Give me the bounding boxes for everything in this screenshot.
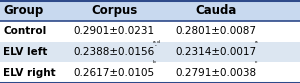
Text: Group: Group [3, 4, 43, 17]
Text: ELV right: ELV right [3, 68, 56, 78]
Text: 0.2314±0.0017: 0.2314±0.0017 [176, 47, 256, 57]
Text: Corpus: Corpus [91, 4, 137, 17]
FancyBboxPatch shape [0, 21, 300, 42]
Text: ᵃ․ᵈ: ᵃ․ᵈ [153, 41, 161, 47]
Text: ᵇ: ᵇ [153, 61, 156, 67]
Text: 0.2617±0.0105: 0.2617±0.0105 [74, 68, 154, 78]
Text: Cauda: Cauda [195, 4, 237, 17]
FancyBboxPatch shape [0, 42, 300, 62]
Text: ELV left: ELV left [3, 47, 47, 57]
Text: 0.2801±0.0087: 0.2801±0.0087 [176, 26, 256, 36]
Text: Control: Control [3, 26, 46, 36]
FancyBboxPatch shape [0, 0, 300, 21]
Text: ᵃ: ᵃ [255, 41, 258, 47]
FancyBboxPatch shape [0, 62, 300, 83]
Text: 0.2901±0.0231: 0.2901±0.0231 [74, 26, 154, 36]
Text: 0.2388±0.0156: 0.2388±0.0156 [74, 47, 154, 57]
Text: ᶜ: ᶜ [255, 61, 258, 67]
Text: 0.2791±0.0038: 0.2791±0.0038 [176, 68, 256, 78]
